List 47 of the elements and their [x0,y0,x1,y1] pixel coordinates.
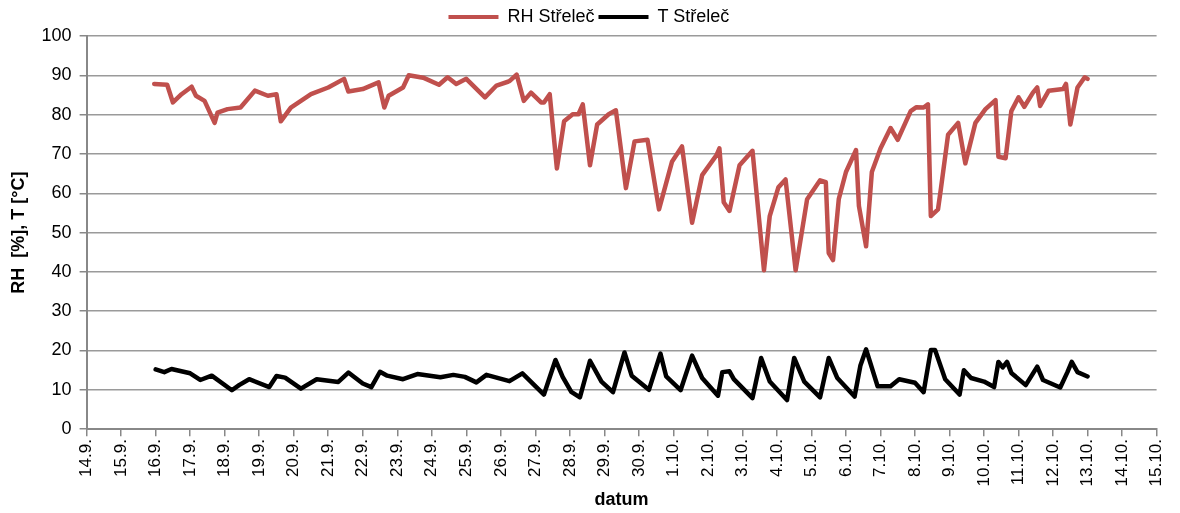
y-tick-label: 70 [51,142,72,163]
x-tick-label: 6.10. [835,439,855,477]
y-tick-label: 40 [51,260,72,281]
x-tick-label: 16.9. [145,439,165,477]
x-tick-label: 11.10. [1008,439,1028,486]
x-tick-label: 29.9. [594,439,614,477]
x-tick-label: 13.10. [1077,439,1097,487]
legend-label: RH Střeleč [507,5,595,26]
x-tick-label: 10.10. [973,439,993,487]
y-tick-label: 100 [41,24,72,45]
x-tick-label: 18.9. [214,439,234,477]
x-tick-label: 7.10. [870,439,890,477]
x-tick-label: 20.9. [283,439,303,477]
legend-label: T Střeleč [657,5,730,26]
x-tick-label: 28.9. [559,439,579,477]
x-tick-label: 17.9. [179,439,199,477]
y-tick-label: 20 [51,339,72,360]
y-tick-label: 10 [51,378,72,399]
x-tick-label: 27.9. [525,439,545,477]
x-tick-label: 23.9. [386,439,406,477]
y-tick-label: 90 [51,64,72,85]
x-tick-label: 25.9. [455,439,475,477]
x-tick-label: 30.9. [628,439,648,477]
x-tick-label: 4.10. [766,439,786,477]
x-tick-label: 2.10. [697,439,717,477]
x-tick-label: 14.10. [1111,439,1131,487]
x-tick-label: 12.10. [1042,439,1062,487]
y-tick-label: 30 [51,300,72,321]
y-axis-title: RH [%], T [°C] [7,171,28,294]
x-tick-label: 1.10. [663,439,683,477]
x-tick-label: 8.10. [904,439,924,477]
x-tick-label: 15.9. [110,439,130,477]
x-tick-label: 22.9. [352,439,372,477]
y-tick-label: 80 [51,103,72,124]
x-tick-label: 19.9. [248,439,268,477]
x-axis-title: datum [594,489,649,510]
x-tick-label: 5.10. [801,439,821,477]
x-tick-label: 9.10. [939,439,959,477]
x-tick-label: 3.10. [732,439,752,477]
x-tick-label: 24.9. [421,439,441,477]
y-tick-label: 60 [51,182,72,203]
y-tick-label: 0 [61,418,72,439]
x-tick-label: 21.9. [317,439,337,477]
x-tick-label: 14.9. [76,439,96,477]
x-tick-label: 15.10. [1146,439,1166,487]
y-tick-label: 50 [51,221,72,242]
x-tick-label: 26.9. [490,439,510,477]
